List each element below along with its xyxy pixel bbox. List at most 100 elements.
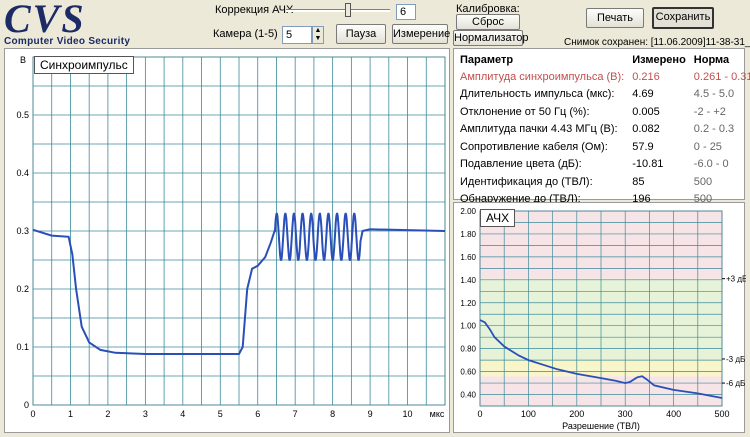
afc-ref-label: +3 дБ bbox=[726, 275, 746, 284]
param-norm: 0 - 25 bbox=[693, 140, 722, 153]
afc-value-field[interactable]: 6 bbox=[396, 4, 416, 20]
param-row: Отклонение от 50 Гц (%): 0.005 -2 - +2 bbox=[456, 103, 750, 121]
y-tick-label: 0.5 bbox=[16, 110, 29, 120]
sync-pulse-series bbox=[32, 212, 446, 355]
param-name: Сопротивление кабеля (Ом): bbox=[460, 140, 608, 153]
y-tick-label: 0.3 bbox=[16, 226, 29, 236]
spin-down-icon[interactable]: ▼ bbox=[314, 35, 322, 42]
afc-x-tick-label: 100 bbox=[521, 409, 536, 419]
param-row: Амплитуда пачки 4.43 МГц (В): 0.082 0.2 - … bbox=[456, 121, 750, 139]
param-name: Длительность импульса (мкс): bbox=[460, 88, 615, 101]
afc-slider-track[interactable] bbox=[286, 9, 390, 12]
param-name: Идентификация до (ТВЛ): bbox=[460, 175, 593, 188]
afc-panel: +3 дБ -3 дБ -6 дБ 0 100 200 300 400 500 Разрешени… bbox=[453, 202, 747, 433]
afc-ref-label: -3 дБ bbox=[726, 355, 745, 364]
spin-up-icon[interactable]: ▲ bbox=[314, 27, 322, 34]
reset-button[interactable]: Сброс bbox=[456, 14, 520, 30]
afc-y-tick-label: 1.00 bbox=[460, 322, 476, 331]
x-tick-label: 4 bbox=[180, 409, 185, 419]
x-tick-label: 9 bbox=[368, 409, 373, 419]
param-row: Подавление цвета (дБ): -10.81 -6.0 - 0 bbox=[456, 156, 750, 174]
afc-x-tick-label: 0 bbox=[477, 409, 482, 419]
afc-y-tick-label: 1.20 bbox=[460, 299, 476, 308]
header-parameter: Параметр bbox=[460, 53, 514, 66]
afc-y-tick-label: 2.00 bbox=[460, 207, 476, 216]
afc-x-tick-label: 400 bbox=[666, 409, 681, 419]
x-tick-label: 1 bbox=[68, 409, 73, 419]
afc-y-tick-label: 1.80 bbox=[460, 230, 476, 239]
param-name: Отклонение от 50 Гц (%): bbox=[460, 105, 590, 118]
header-measured: Измерено bbox=[632, 53, 686, 66]
cvs-logo: CVS Computer Video Security bbox=[4, 0, 140, 47]
afc-x-tick-label: 200 bbox=[569, 409, 584, 419]
normalizer-button[interactable]: Нормализатор bbox=[453, 30, 529, 46]
afc-correction-label: Коррекция АЧХ bbox=[215, 4, 294, 16]
x-tick-label: 7 bbox=[293, 409, 298, 419]
y-tick-label: 0.2 bbox=[16, 284, 29, 294]
y-tick-label: 0.1 bbox=[16, 342, 29, 352]
param-measured: 0.082 bbox=[632, 123, 660, 136]
y-tick-label: 0.4 bbox=[16, 168, 29, 178]
param-norm: 500 bbox=[693, 175, 713, 188]
x-tick-label: 2 bbox=[105, 409, 110, 419]
afc-y-tick-label: 0.40 bbox=[460, 391, 476, 400]
param-measured: 0.216 bbox=[632, 70, 660, 83]
afc-x-tick-label: 300 bbox=[618, 409, 633, 419]
sync-chart-title: Синхроимпульс bbox=[34, 56, 134, 74]
camera-label: Камера (1-5) bbox=[213, 28, 278, 40]
calibration-label: Калибровка: bbox=[456, 3, 520, 15]
print-button[interactable]: Печать bbox=[586, 8, 644, 28]
afc-slider-thumb[interactable] bbox=[345, 3, 352, 17]
camera-spinner[interactable]: ▲ ▼ bbox=[312, 26, 324, 44]
afc-ref-label: -6 дБ bbox=[726, 379, 745, 388]
x-tick-label: 8 bbox=[330, 409, 335, 419]
param-name: Подавление цвета (дБ): bbox=[460, 158, 582, 171]
sync-pulse-chart: 0 1 2 3 4 5 6 7 8 9 10 мкс 0 0.1 0.2 0.3 0.4 0.5 В bbox=[16, 55, 446, 419]
sync-pulse-panel: 0 1 2 3 4 5 6 7 8 9 10 мкс 0 0.1 0.2 0.3 0.4 0.5 В Синхрои… bbox=[4, 48, 450, 433]
logo-title: CVS bbox=[4, 0, 86, 41]
x-tick-label: 3 bbox=[143, 409, 148, 419]
param-norm: 4.5 - 5.0 bbox=[693, 88, 735, 101]
save-button[interactable]: Сохранить bbox=[652, 7, 714, 29]
param-name: Амплитуда пачки 4.43 МГц (В): bbox=[460, 123, 618, 136]
params-header-row: Параметр Измерено Норма bbox=[456, 51, 750, 68]
param-measured: 4.69 bbox=[632, 88, 654, 101]
param-row: Амплитуда синхроимпульса (В): 0.216 0.261 … bbox=[456, 68, 750, 86]
param-norm: 0.261 - 0.315 bbox=[693, 70, 750, 83]
param-row: Сопротивление кабеля (Ом): 57.9 0 - 25 bbox=[456, 138, 750, 156]
afc-chart: +3 дБ -3 дБ -6 дБ 0 100 200 300 400 500 Разрешени… bbox=[460, 207, 747, 431]
param-norm: -2 - +2 bbox=[693, 105, 726, 118]
x-axis-label: мкс bbox=[430, 409, 445, 419]
logo-subtitle: Computer Video Security bbox=[4, 36, 131, 47]
param-row: Идентификация до (ТВЛ): 85 500 bbox=[456, 173, 750, 191]
y-tick-label: 0 bbox=[24, 400, 29, 410]
x-tick-label: 10 bbox=[403, 409, 413, 419]
param-measured: 57.9 bbox=[632, 140, 654, 153]
afc-y-tick-label: 0.80 bbox=[460, 345, 476, 354]
camera-input[interactable]: 5 bbox=[282, 26, 312, 44]
param-norm: -6.0 - 0 bbox=[693, 158, 729, 171]
header-norm: Норма bbox=[693, 53, 730, 66]
afc-y-tick-label: 0.60 bbox=[460, 368, 476, 377]
x-tick-label: 6 bbox=[255, 409, 260, 419]
afc-series bbox=[479, 319, 723, 399]
param-row: Длительность импульса (мкс): 4.69 4.5 - 5.… bbox=[456, 86, 750, 104]
y-axis-label: В bbox=[20, 55, 26, 65]
x-tick-label: 0 bbox=[30, 409, 35, 419]
param-norm: 0.2 - 0.3 bbox=[693, 123, 735, 136]
param-measured: 85 bbox=[632, 175, 645, 188]
afc-y-tick-label: 1.40 bbox=[460, 276, 476, 285]
param-measured: 0.005 bbox=[632, 105, 660, 118]
pause-button[interactable]: Пауза bbox=[336, 24, 386, 44]
afc-x-tick-label: 500 bbox=[714, 409, 729, 419]
x-tick-label: 5 bbox=[218, 409, 223, 419]
snapshot-status: Снимок сохранен: [11.06.2009]11-38-31_ca… bbox=[564, 37, 750, 48]
params-panel: Параметр Измерено Норма Амплитуда синхро… bbox=[453, 48, 750, 205]
param-measured: -10.81 bbox=[632, 158, 664, 171]
afc-x-axis-label: Разрешение (ТВЛ) bbox=[562, 421, 640, 431]
afc-y-tick-label: 1.60 bbox=[460, 253, 476, 262]
afc-chart-title: АЧХ bbox=[480, 209, 516, 227]
measure-button[interactable]: Измерение bbox=[392, 24, 450, 44]
param-name: Амплитуда синхроимпульса (В): bbox=[460, 70, 625, 83]
params-table: Параметр Измерено Норма Амплитуда синхро… bbox=[456, 51, 750, 208]
